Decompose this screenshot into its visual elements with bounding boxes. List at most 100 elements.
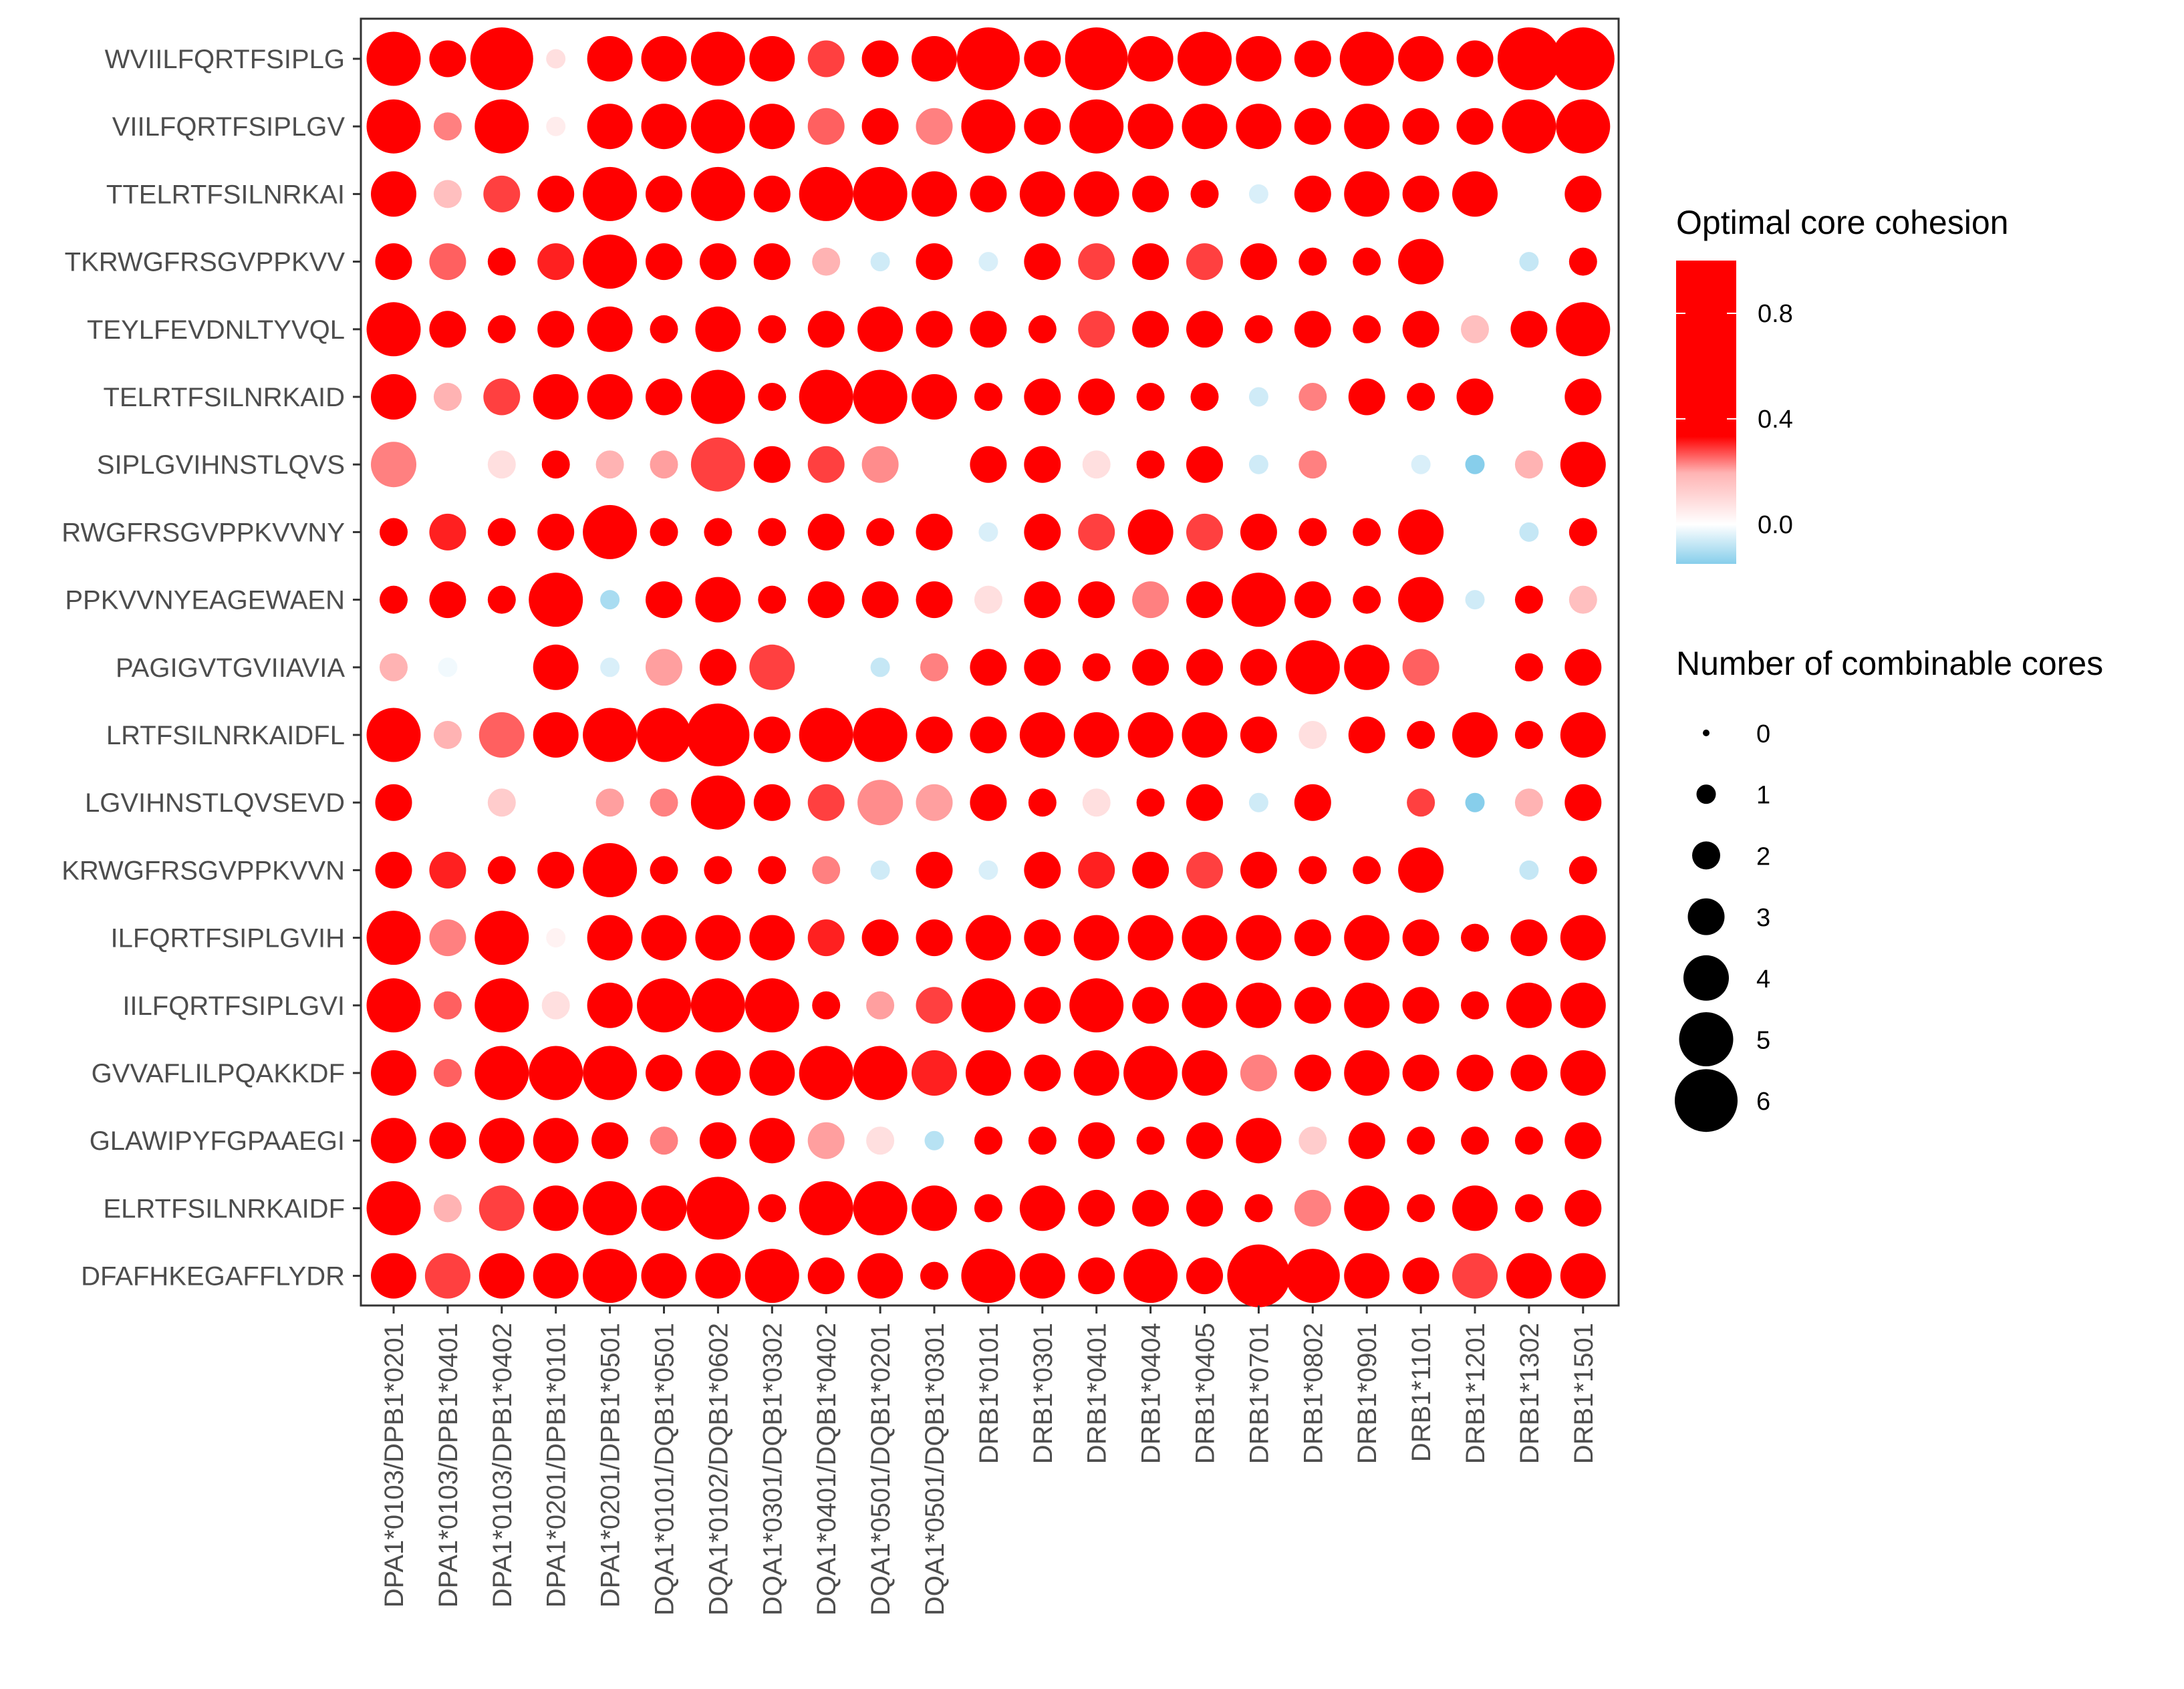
dot-WVIILFQRTFSIPLG-6 xyxy=(690,31,745,86)
dot-TELRTFSILNRKAID-17 xyxy=(1299,383,1327,411)
dot-TKRWGFRSGVPPKVV-4 xyxy=(583,235,638,289)
dot-RWGFRSGVPPKVVNY-19 xyxy=(1398,509,1444,555)
dot-ILFQRTFSIPLGVIH-21 xyxy=(1510,919,1548,957)
dot-TKRWGFRSGVPPKVV-7 xyxy=(753,243,791,281)
dot-TTELRTFSILNRKAI-22 xyxy=(1564,175,1602,212)
dot-KRWGFRSGVPPKVVN-16 xyxy=(1240,851,1277,889)
dot-WVIILFQRTFSIPLG-17 xyxy=(1294,40,1331,78)
size-legend-key xyxy=(1703,730,1710,736)
x-tick-label: DRB1*0901 xyxy=(1353,1323,1382,1464)
dot-PPKVVNYEAGEWAEN-13 xyxy=(1078,581,1115,619)
size-legend-key xyxy=(1696,784,1716,804)
y-tick-label: KRWGFRSGVPPKVVN xyxy=(61,856,345,885)
dot-VIILFQRTFSIPLGV-14 xyxy=(1127,104,1174,150)
dot-GVVAFLILPQAKKDF-18 xyxy=(1344,1050,1390,1096)
y-tick-label: TEYLFEVDNLTYVQL xyxy=(87,315,345,345)
dot-ILFQRTFSIPLGVIH-9 xyxy=(861,919,899,957)
dot-ELRTFSILNRKAIDF-3 xyxy=(533,1185,579,1231)
dot-TKRWGFRSGVPPKVV-6 xyxy=(699,243,736,281)
dot-PPKVVNYEAGEWAEN-15 xyxy=(1186,581,1223,619)
dot-RWGFRSGVPPKVVNY-13 xyxy=(1078,513,1115,551)
dot-IILFQRTFSIPLGVI-22 xyxy=(1560,982,1606,1028)
dot-PPKVVNYEAGEWAEN-4 xyxy=(600,590,620,610)
dot-RWGFRSGVPPKVVNY-0 xyxy=(380,518,408,547)
dot-KRWGFRSGVPPKVVN-18 xyxy=(1353,856,1381,885)
dot-RWGFRSGVPPKVVNY-9 xyxy=(866,518,895,547)
dot-TELRTFSILNRKAID-0 xyxy=(371,374,416,420)
dot-RWGFRSGVPPKVVNY-5 xyxy=(650,518,678,547)
dot-ELRTFSILNRKAIDF-2 xyxy=(479,1185,525,1231)
size-legend-key xyxy=(1687,898,1725,935)
dot-DFAFHKEGAFFLYDR-6 xyxy=(695,1253,741,1299)
dot-VIILFQRTFSIPLGV-6 xyxy=(690,99,745,154)
dot-ELRTFSILNRKAIDF-9 xyxy=(853,1181,908,1235)
dot-GLAWIPYFGPAAEGI-1 xyxy=(429,1122,466,1159)
dot-LRTFSILNRKAIDFL-7 xyxy=(753,716,791,754)
dot-TELRTFSILNRKAID-11 xyxy=(974,383,1002,411)
dot-KRWGFRSGVPPKVVN-14 xyxy=(1132,851,1170,889)
dot-GLAWIPYFGPAAEGI-7 xyxy=(749,1118,795,1164)
y-tick-label: LRTFSILNRKAIDFL xyxy=(106,721,345,750)
dot-GLAWIPYFGPAAEGI-6 xyxy=(699,1122,736,1159)
dot-TTELRTFSILNRKAI-20 xyxy=(1452,171,1498,217)
dot-TELRTFSILNRKAID-2 xyxy=(483,378,521,416)
y-tick-label: SIPLGVIHNSTLQVS xyxy=(97,450,345,480)
x-tick-label: DRB1*0405 xyxy=(1191,1323,1220,1464)
dot-PPKVVNYEAGEWAEN-10 xyxy=(916,581,953,619)
dot-SIPLGVIHNSTLQVS-8 xyxy=(807,446,845,483)
dot-TEYLFEVDNLTYVQL-0 xyxy=(366,302,421,357)
dot-PPKVVNYEAGEWAEN-1 xyxy=(429,581,466,619)
dot-PPKVVNYEAGEWAEN-20 xyxy=(1465,590,1485,610)
dot-KRWGFRSGVPPKVVN-13 xyxy=(1078,851,1115,889)
dot-ILFQRTFSIPLGVIH-4 xyxy=(587,915,633,961)
dot-GVVAFLILPQAKKDF-12 xyxy=(1024,1054,1061,1092)
dot-KRWGFRSGVPPKVVN-22 xyxy=(1568,856,1597,885)
dot-LRTFSILNRKAIDFL-18 xyxy=(1348,716,1385,754)
x-tick-label: DRB1*1302 xyxy=(1515,1323,1544,1464)
dot-SIPLGVIHNSTLQVS-6 xyxy=(690,437,745,492)
dot-SIPLGVIHNSTLQVS-22 xyxy=(1560,442,1606,488)
dot-PAGIGVTGVIIAVIA-6 xyxy=(699,649,736,686)
dot-PAGIGVTGVIIAVIA-5 xyxy=(646,649,682,686)
y-tick-label: PAGIGVTGVIIAVIA xyxy=(116,653,345,683)
dot-TKRWGFRSGVPPKVV-20 xyxy=(1465,252,1485,272)
dot-LRTFSILNRKAIDFL-0 xyxy=(366,708,421,762)
dot-ILFQRTFSIPLGVIH-2 xyxy=(474,911,529,965)
dot-GVVAFLILPQAKKDF-10 xyxy=(912,1050,957,1096)
dot-LGVIHNSTLQVSEVD-4 xyxy=(595,788,624,817)
dot-VIILFQRTFSIPLGV-5 xyxy=(641,104,687,150)
dot-DFAFHKEGAFFLYDR-9 xyxy=(857,1253,904,1299)
dot-VIILFQRTFSIPLGV-4 xyxy=(587,104,633,150)
dot-KRWGFRSGVPPKVVN-15 xyxy=(1186,851,1223,889)
dot-SIPLGVIHNSTLQVS-4 xyxy=(595,450,624,479)
dot-WVIILFQRTFSIPLG-21 xyxy=(1497,27,1560,90)
dot-GVVAFLILPQAKKDF-5 xyxy=(646,1054,682,1092)
dot-LRTFSILNRKAIDFL-9 xyxy=(853,708,908,762)
dot-IILFQRTFSIPLGVI-6 xyxy=(690,978,745,1033)
dot-GVVAFLILPQAKKDF-4 xyxy=(583,1046,638,1100)
dot-TKRWGFRSGVPPKVV-19 xyxy=(1398,239,1444,285)
dot-TEYLFEVDNLTYVQL-8 xyxy=(807,311,845,348)
dot-IILFQRTFSIPLGVI-21 xyxy=(1506,982,1552,1028)
dot-GLAWIPYFGPAAEGI-5 xyxy=(650,1126,678,1155)
dot-GVVAFLILPQAKKDF-0 xyxy=(371,1050,416,1096)
dot-TEYLFEVDNLTYVQL-15 xyxy=(1186,311,1223,348)
dot-PAGIGVTGVIIAVIA-9 xyxy=(870,657,890,677)
dot-ILFQRTFSIPLGVIH-14 xyxy=(1127,915,1174,961)
dot-KRWGFRSGVPPKVVN-12 xyxy=(1024,851,1061,889)
dot-GVVAFLILPQAKKDF-2 xyxy=(474,1046,529,1100)
dot-PAGIGVTGVIIAVIA-11 xyxy=(970,649,1007,686)
dot-TEYLFEVDNLTYVQL-14 xyxy=(1132,311,1170,348)
dot-TKRWGFRSGVPPKVV-8 xyxy=(812,247,841,276)
dot-DFAFHKEGAFFLYDR-10 xyxy=(920,1261,948,1290)
dot-WVIILFQRTFSIPLG-11 xyxy=(956,27,1020,90)
dot-SIPLGVIHNSTLQVS-20 xyxy=(1465,454,1485,474)
dot-LGVIHNSTLQVSEVD-9 xyxy=(857,780,904,826)
dot-IILFQRTFSIPLGVI-16 xyxy=(1236,982,1282,1028)
size-legend-label: 3 xyxy=(1756,904,1770,932)
dot-TELRTFSILNRKAID-16 xyxy=(1248,387,1268,407)
dot-GLAWIPYFGPAAEGI-10 xyxy=(924,1130,944,1150)
dot-TEYLFEVDNLTYVQL-20 xyxy=(1461,315,1489,343)
dot-TTELRTFSILNRKAI-17 xyxy=(1294,175,1331,212)
dot-TELRTFSILNRKAID-15 xyxy=(1190,383,1219,411)
